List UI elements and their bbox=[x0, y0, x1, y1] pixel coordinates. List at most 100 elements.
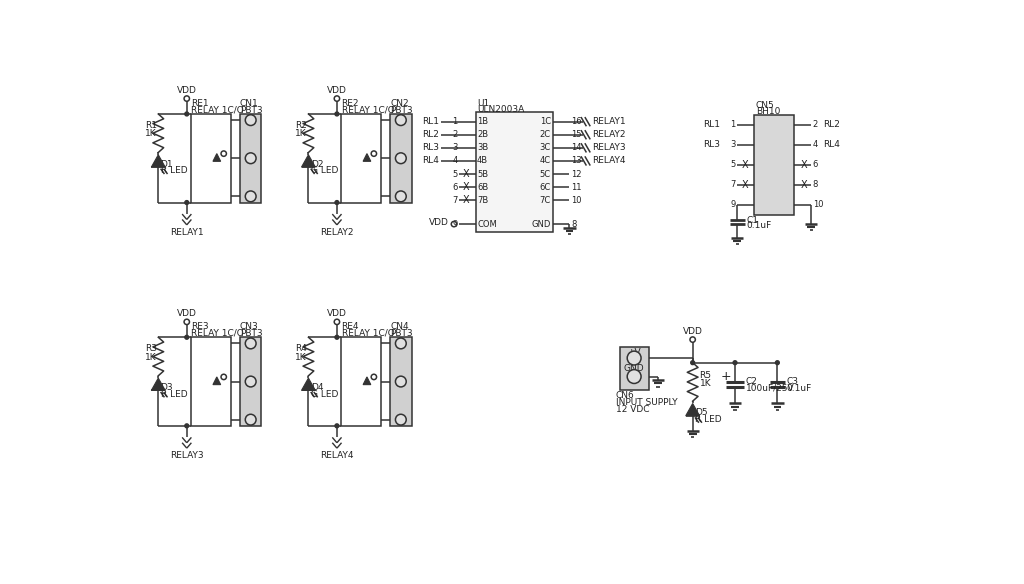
Text: PBT3: PBT3 bbox=[390, 329, 413, 338]
Text: X: X bbox=[741, 160, 749, 170]
Circle shape bbox=[335, 200, 339, 204]
Text: RL2: RL2 bbox=[423, 130, 439, 139]
Text: 4C: 4C bbox=[540, 157, 551, 165]
Bar bbox=[755, 114, 795, 215]
Text: RE1: RE1 bbox=[191, 99, 209, 107]
Text: 13: 13 bbox=[571, 157, 582, 165]
Text: 2C: 2C bbox=[540, 130, 551, 139]
Circle shape bbox=[185, 112, 188, 116]
Text: RELAY1: RELAY1 bbox=[170, 228, 204, 237]
Bar bbox=[240, 338, 261, 426]
Text: VDD: VDD bbox=[177, 86, 197, 95]
Text: GND: GND bbox=[624, 364, 644, 373]
Text: 10: 10 bbox=[813, 200, 823, 209]
Text: 3C: 3C bbox=[540, 143, 551, 152]
Text: R5: R5 bbox=[699, 370, 712, 380]
Text: R1: R1 bbox=[145, 121, 158, 130]
Text: D1: D1 bbox=[161, 159, 173, 169]
Bar bbox=[341, 338, 381, 426]
Circle shape bbox=[395, 153, 407, 164]
Circle shape bbox=[185, 200, 188, 204]
Text: 100uF/25V: 100uF/25V bbox=[745, 384, 795, 392]
Circle shape bbox=[246, 153, 256, 164]
Text: 1K: 1K bbox=[145, 353, 157, 362]
Text: 4: 4 bbox=[453, 157, 458, 165]
Text: CN5: CN5 bbox=[756, 101, 774, 110]
Polygon shape bbox=[152, 155, 165, 167]
Text: 9: 9 bbox=[730, 200, 736, 209]
Text: 7C: 7C bbox=[540, 196, 551, 205]
Text: CN2: CN2 bbox=[390, 99, 409, 107]
Circle shape bbox=[246, 338, 256, 349]
Circle shape bbox=[371, 374, 377, 380]
Text: 3B: 3B bbox=[477, 143, 488, 152]
Circle shape bbox=[246, 376, 256, 387]
Polygon shape bbox=[301, 155, 315, 167]
Bar bbox=[620, 347, 649, 390]
Bar bbox=[390, 114, 412, 203]
Polygon shape bbox=[364, 377, 371, 385]
Text: 1B: 1B bbox=[477, 117, 488, 126]
Text: INPUT SUPPLY: INPUT SUPPLY bbox=[615, 398, 677, 407]
Text: VDD: VDD bbox=[683, 326, 702, 336]
Text: RELAY4: RELAY4 bbox=[321, 451, 353, 460]
Text: 5: 5 bbox=[730, 160, 736, 169]
Text: C2: C2 bbox=[745, 377, 758, 387]
Text: RE4: RE4 bbox=[342, 322, 359, 331]
Text: RL4: RL4 bbox=[423, 157, 439, 165]
Bar bbox=[190, 114, 230, 203]
Text: D5: D5 bbox=[695, 408, 708, 417]
Text: 3: 3 bbox=[730, 140, 736, 150]
Text: 1K: 1K bbox=[295, 130, 307, 138]
Text: 1: 1 bbox=[730, 120, 736, 129]
Text: RELAY3: RELAY3 bbox=[592, 143, 626, 152]
Text: GND: GND bbox=[531, 220, 551, 228]
Text: ULN2003A: ULN2003A bbox=[477, 105, 524, 114]
Text: PBT3: PBT3 bbox=[240, 106, 262, 114]
Text: +V: +V bbox=[628, 348, 641, 357]
Text: RL1: RL1 bbox=[422, 117, 439, 126]
Text: 8: 8 bbox=[571, 220, 577, 228]
Circle shape bbox=[691, 361, 694, 364]
Text: G LED: G LED bbox=[310, 390, 338, 399]
Text: RL4: RL4 bbox=[823, 140, 841, 150]
Text: RL2: RL2 bbox=[823, 120, 841, 129]
Polygon shape bbox=[364, 154, 371, 161]
Text: BH10: BH10 bbox=[756, 107, 780, 116]
Text: RELAY 1C/O: RELAY 1C/O bbox=[191, 106, 244, 114]
Text: D2: D2 bbox=[310, 159, 324, 169]
Text: RE3: RE3 bbox=[191, 322, 209, 331]
Text: 7B: 7B bbox=[477, 196, 488, 205]
Circle shape bbox=[246, 191, 256, 201]
Text: 4B: 4B bbox=[477, 157, 488, 165]
Text: 15: 15 bbox=[571, 130, 582, 139]
Text: C3: C3 bbox=[786, 377, 799, 387]
Bar bbox=[190, 338, 230, 426]
Text: RE2: RE2 bbox=[342, 99, 359, 107]
Text: X: X bbox=[741, 180, 749, 190]
Text: VDD: VDD bbox=[327, 309, 347, 318]
Circle shape bbox=[395, 338, 407, 349]
Circle shape bbox=[371, 151, 377, 157]
Text: X: X bbox=[463, 169, 470, 179]
Text: 9: 9 bbox=[453, 220, 458, 228]
Text: RELAY2: RELAY2 bbox=[321, 228, 353, 237]
Bar bbox=[341, 114, 381, 203]
Text: 6C: 6C bbox=[540, 183, 551, 192]
Text: 6: 6 bbox=[453, 183, 458, 192]
Circle shape bbox=[221, 151, 226, 157]
Text: CN3: CN3 bbox=[240, 322, 259, 331]
Text: 0.1uF: 0.1uF bbox=[786, 384, 812, 392]
Text: 5: 5 bbox=[453, 169, 458, 179]
Bar bbox=[390, 338, 412, 426]
Text: R LED: R LED bbox=[161, 390, 187, 399]
Text: 0.1uF: 0.1uF bbox=[746, 221, 772, 230]
Text: 1: 1 bbox=[453, 117, 458, 126]
Circle shape bbox=[395, 414, 407, 425]
Text: RELAY1: RELAY1 bbox=[592, 117, 626, 126]
Text: RELAY 1C/O: RELAY 1C/O bbox=[342, 106, 394, 114]
Text: 1K: 1K bbox=[295, 353, 307, 362]
Circle shape bbox=[221, 374, 226, 380]
Text: RELAY2: RELAY2 bbox=[592, 130, 626, 139]
Circle shape bbox=[628, 370, 641, 384]
